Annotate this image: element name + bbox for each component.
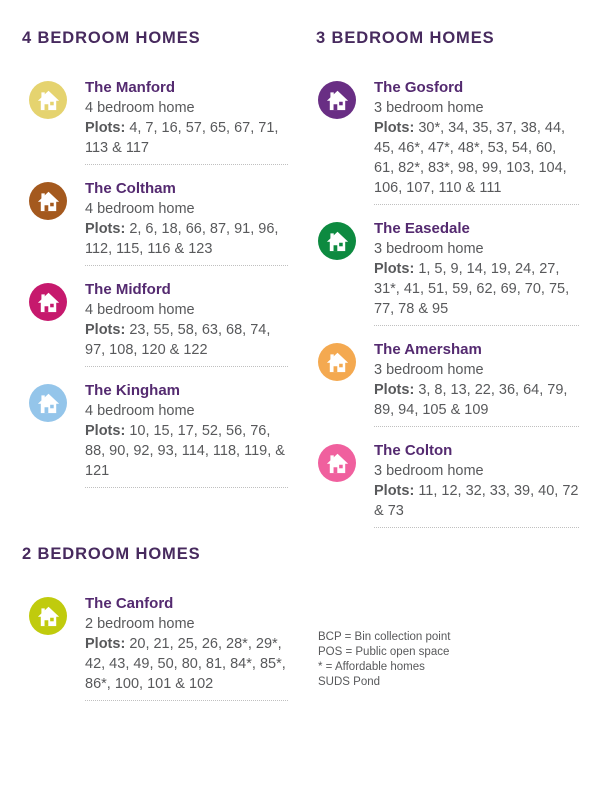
home-entry-text: The Easedale 3 bedroom home Plots: 1, 5,…: [374, 219, 579, 326]
legend-notes: BCP = Bin collection point POS = Public o…: [316, 630, 579, 690]
home-entry: The Canford 2 bedroom home Plots: 20, 21…: [22, 594, 288, 701]
home-plots: Plots: 11, 12, 32, 33, 39, 40, 72 & 73: [374, 481, 579, 521]
home-plots: Plots: 3, 8, 13, 22, 36, 64, 79, 89, 94,…: [374, 380, 579, 420]
house-icon: [29, 283, 67, 321]
home-name: The Canford: [85, 595, 174, 612]
home-name: The Midford: [85, 281, 171, 298]
home-entry-text: The Coltham 4 bedroom home Plots: 2, 6, …: [85, 179, 288, 266]
legend-note: BCP = Bin collection point: [318, 631, 451, 643]
home-plots: Plots: 10, 15, 17, 52, 56, 76, 88, 90, 9…: [85, 421, 288, 481]
homes-section: 2 BEDROOM HOMES The Canford 2 bedroom ho…: [22, 502, 288, 715]
home-entry: The Coltham 4 bedroom home Plots: 2, 6, …: [22, 179, 288, 266]
home-type: 4 bedroom home: [85, 302, 195, 318]
house-icon: [29, 182, 67, 220]
home-type: 4 bedroom home: [85, 100, 195, 116]
home-plots: Plots: 30*, 34, 35, 37, 38, 44, 45, 46*,…: [374, 118, 579, 198]
home-entry: The Amersham 3 bedroom home Plots: 3, 8,…: [316, 340, 579, 427]
section-heading: 3 BEDROOM HOMES: [316, 29, 495, 47]
home-entry: The Midford 4 bedroom home Plots: 23, 55…: [22, 280, 288, 367]
home-type: 3 bedroom home: [374, 100, 484, 116]
home-plots: Plots: 23, 55, 58, 63, 68, 74, 97, 108, …: [85, 320, 288, 360]
home-entry: The Manford 4 bedroom home Plots: 4, 7, …: [22, 78, 288, 165]
home-name: The Manford: [85, 79, 175, 96]
home-plots: Plots: 2, 6, 18, 66, 87, 91, 96, 112, 11…: [85, 219, 288, 259]
plots-values: 11, 12, 32, 33, 39, 40, 72 & 73: [374, 483, 579, 519]
plots-values: 23, 55, 58, 63, 68, 74, 97, 108, 120 & 1…: [85, 322, 271, 358]
plots-label: Plots:: [374, 483, 419, 499]
plots-values: 1, 5, 9, 14, 19, 24, 27, 31*, 41, 51, 59…: [374, 261, 570, 317]
house-icon: [318, 343, 356, 381]
plots-label: Plots:: [85, 423, 130, 439]
plots-values: 20, 21, 25, 26, 28*, 29*, 42, 43, 49, 50…: [85, 636, 286, 692]
legend-column-left: 4 BEDROOM HOMES The Manford 4 bedroom ho…: [22, 26, 288, 800]
legend-column-right: 3 BEDROOM HOMES The Gosford 3 bedroom ho…: [316, 26, 579, 800]
section-heading: 4 BEDROOM HOMES: [22, 29, 201, 47]
home-entry-text: The Midford 4 bedroom home Plots: 23, 55…: [85, 280, 288, 367]
plots-values: 30*, 34, 35, 37, 38, 44, 45, 46*, 47*, 4…: [374, 120, 567, 196]
house-icon: [29, 81, 67, 119]
homes-section: 4 BEDROOM HOMES The Manford 4 bedroom ho…: [22, 26, 288, 502]
plots-label: Plots:: [85, 636, 130, 652]
home-type: 2 bedroom home: [85, 616, 195, 632]
house-icon: [318, 81, 356, 119]
home-type: 3 bedroom home: [374, 463, 484, 479]
plots-values: 10, 15, 17, 52, 56, 76, 88, 90, 92, 93, …: [85, 423, 285, 479]
home-type: 4 bedroom home: [85, 403, 195, 419]
plots-label: Plots:: [85, 221, 130, 237]
home-type: 3 bedroom home: [374, 362, 484, 378]
home-entry: The Easedale 3 bedroom home Plots: 1, 5,…: [316, 219, 579, 326]
homes-section: 3 BEDROOM HOMES The Gosford 3 bedroom ho…: [316, 26, 579, 542]
legend-note: POS = Public open space: [318, 646, 450, 658]
home-name: The Easedale: [374, 220, 470, 237]
home-name: The Gosford: [374, 79, 464, 96]
plots-label: Plots:: [85, 120, 130, 136]
plots-label: Plots:: [374, 261, 419, 277]
legend-note: * = Affordable homes: [318, 661, 425, 673]
home-entry-text: The Amersham 3 bedroom home Plots: 3, 8,…: [374, 340, 579, 427]
plots-values: 2, 6, 18, 66, 87, 91, 96, 112, 115, 116 …: [85, 221, 279, 257]
home-name: The Colton: [374, 442, 453, 459]
home-plots: Plots: 4, 7, 16, 57, 65, 67, 71, 113 & 1…: [85, 118, 288, 158]
home-plots: Plots: 20, 21, 25, 26, 28*, 29*, 42, 43,…: [85, 634, 288, 694]
home-entry-text: The Canford 2 bedroom home Plots: 20, 21…: [85, 594, 288, 701]
home-entry-text: The Gosford 3 bedroom home Plots: 30*, 3…: [374, 78, 579, 205]
home-entry: The Gosford 3 bedroom home Plots: 30*, 3…: [316, 78, 579, 205]
plots-label: Plots:: [85, 322, 130, 338]
plots-values: 4, 7, 16, 57, 65, 67, 71, 113 & 117: [85, 120, 279, 156]
home-name: The Kingham: [85, 382, 181, 399]
home-entry-text: The Colton 3 bedroom home Plots: 11, 12,…: [374, 441, 579, 528]
plots-label: Plots:: [374, 382, 419, 398]
home-entry: The Kingham 4 bedroom home Plots: 10, 15…: [22, 381, 288, 488]
house-icon: [318, 444, 356, 482]
home-entry-text: The Manford 4 bedroom home Plots: 4, 7, …: [85, 78, 288, 165]
home-name: The Amersham: [374, 341, 482, 358]
section-heading: 2 BEDROOM HOMES: [22, 545, 201, 563]
plots-values: 3, 8, 13, 22, 36, 64, 79, 89, 94, 105 & …: [374, 382, 568, 418]
home-name: The Coltham: [85, 180, 176, 197]
house-icon: [318, 222, 356, 260]
house-icon: [29, 384, 67, 422]
legend-note: SUDS Pond: [318, 676, 381, 688]
home-type: 4 bedroom home: [85, 201, 195, 217]
home-type: 3 bedroom home: [374, 241, 484, 257]
house-icon: [29, 597, 67, 635]
home-plots: Plots: 1, 5, 9, 14, 19, 24, 27, 31*, 41,…: [374, 259, 579, 319]
plots-label: Plots:: [374, 120, 419, 136]
home-entry-text: The Kingham 4 bedroom home Plots: 10, 15…: [85, 381, 288, 488]
home-entry: The Colton 3 bedroom home Plots: 11, 12,…: [316, 441, 579, 528]
